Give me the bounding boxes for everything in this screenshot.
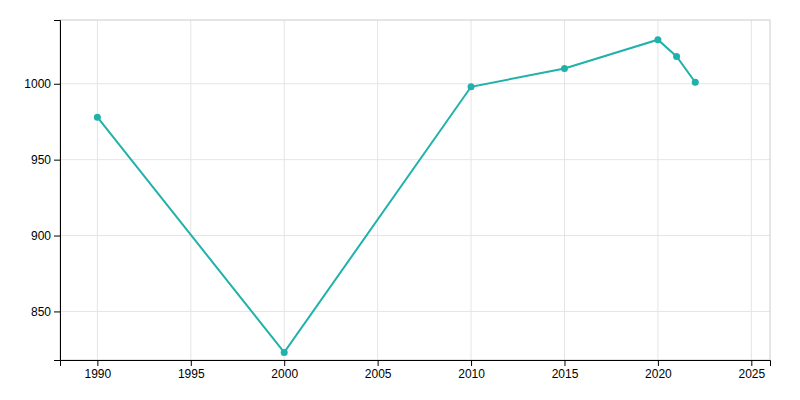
tick-mark	[471, 360, 472, 366]
grid-line	[60, 159, 770, 160]
tick-label: 1995	[178, 367, 205, 381]
grid	[60, 20, 770, 360]
tick-mark	[54, 311, 60, 312]
plot-frame	[60, 20, 770, 360]
tick: 2005	[365, 360, 392, 381]
x-axis: 1990 1995 2000 2005 2010 2015 2020 2025	[61, 360, 771, 381]
tick: 900	[31, 229, 60, 243]
point	[654, 36, 661, 43]
tick: 2025	[738, 360, 765, 381]
grid-line	[97, 20, 98, 360]
grid-line	[471, 20, 472, 360]
tick-label: 2015	[552, 367, 579, 381]
grid-line	[657, 20, 658, 360]
tick-mark	[284, 360, 285, 366]
tick: 2015	[552, 360, 579, 381]
tick-mark	[658, 360, 659, 366]
grid-line	[190, 20, 191, 360]
tick-mark	[564, 360, 565, 366]
tick-mark	[54, 84, 60, 85]
tick-mark	[191, 360, 192, 366]
axis-line	[54, 21, 61, 361]
grid-line	[751, 20, 752, 360]
tick-label: 2025	[738, 367, 765, 381]
grid-line	[284, 20, 285, 360]
y-axis: 850 900 950 1000	[24, 21, 60, 361]
tick: 2000	[271, 360, 298, 381]
grid-line	[377, 20, 378, 360]
grid-line	[60, 311, 770, 312]
tick-label: 2020	[645, 367, 672, 381]
tick: 2020	[645, 360, 672, 381]
tick-label: 1990	[85, 367, 112, 381]
tick: 1995	[178, 360, 205, 381]
tick-label: 2005	[365, 367, 392, 381]
marks	[94, 36, 699, 356]
point	[281, 349, 288, 356]
tick-mark	[751, 360, 752, 366]
point	[561, 65, 568, 72]
tick-label: 900	[31, 229, 51, 243]
point	[94, 114, 101, 121]
grid-line	[60, 235, 770, 236]
chart: 1990 1995 2000 2005 2010 2015 2020 2025 850 900 95…	[0, 0, 800, 400]
tick-mark	[54, 236, 60, 237]
axis-line	[61, 361, 771, 367]
tick-label: 850	[31, 305, 51, 319]
tick-label: 2010	[458, 367, 485, 381]
tick-label: 950	[31, 153, 51, 167]
tick-label: 2000	[271, 367, 298, 381]
point	[468, 83, 475, 90]
point	[673, 53, 680, 60]
tick: 2010	[458, 360, 485, 381]
tick: 950	[31, 153, 60, 167]
tick-mark	[97, 360, 98, 366]
tick: 850	[31, 305, 60, 319]
grid-line	[60, 83, 770, 84]
tick-mark	[54, 160, 60, 161]
point	[692, 79, 699, 86]
tick: 1000	[24, 77, 60, 91]
tick-label: 1000	[24, 77, 51, 91]
tick: 1990	[85, 360, 112, 381]
plot: 1990 1995 2000 2005 2010 2015 2020 2025 850 900 95…	[24, 20, 770, 381]
line	[97, 40, 695, 353]
tick-mark	[378, 360, 379, 366]
